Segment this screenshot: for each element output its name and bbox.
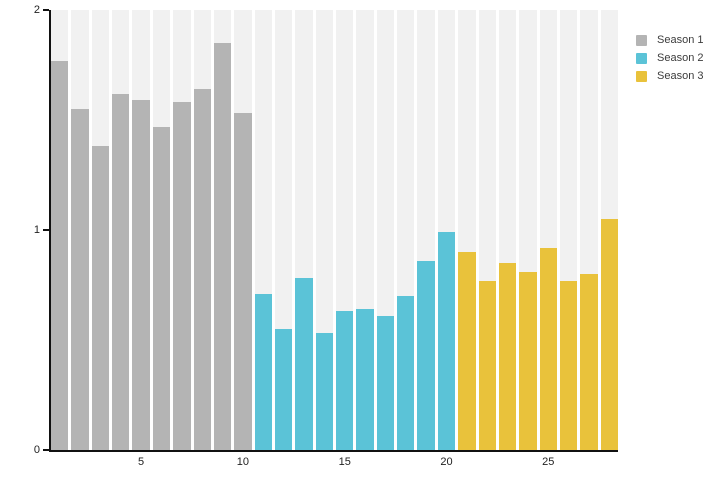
legend-label-season-1: Season 1 bbox=[657, 34, 704, 46]
bar-column bbox=[112, 10, 130, 450]
bar-season-1-x6 bbox=[152, 126, 171, 450]
bar-column bbox=[274, 10, 293, 450]
y-axis-line bbox=[49, 10, 51, 452]
legend-item-season-2: Season 2 bbox=[636, 52, 703, 64]
bar-season-1-x10 bbox=[234, 113, 252, 450]
bar-column bbox=[580, 10, 598, 450]
bar-season-3-x25 bbox=[539, 247, 557, 450]
bar-season-1-x4 bbox=[112, 93, 130, 450]
bar-season-2-x15 bbox=[336, 311, 354, 450]
legend-label-season-3: Season 3 bbox=[657, 70, 704, 82]
bar-column bbox=[315, 10, 334, 450]
bar-season-1-x2 bbox=[71, 109, 89, 450]
bar-column bbox=[51, 10, 69, 450]
bar-season-2-x14 bbox=[315, 333, 334, 450]
x-axis-line bbox=[49, 450, 618, 452]
bar-column bbox=[193, 10, 211, 450]
bar-season-2-x20 bbox=[437, 232, 456, 450]
x-tick-label-10: 10 bbox=[236, 456, 250, 468]
bar-column bbox=[498, 10, 517, 450]
legend-swatch-season-1 bbox=[636, 34, 647, 46]
y-tick-label-0: 0 bbox=[33, 444, 40, 456]
y-tick-mark bbox=[43, 9, 49, 11]
bar-column bbox=[91, 10, 110, 450]
y-tick-label-2: 2 bbox=[33, 4, 40, 16]
bar-season-3-x24 bbox=[519, 271, 537, 450]
bar-column: 25 bbox=[539, 10, 557, 468]
bar-season-2-x16 bbox=[356, 309, 374, 450]
bar-season-2-x19 bbox=[417, 260, 435, 450]
bar-column: 10 bbox=[234, 10, 252, 468]
bar-season-3-x28 bbox=[600, 219, 619, 450]
x-tick-label-5: 5 bbox=[138, 456, 145, 468]
bar-column: 15 bbox=[336, 10, 354, 468]
y-tick-mark bbox=[43, 449, 49, 451]
bar-column bbox=[397, 10, 415, 450]
bar-season-1-x9 bbox=[213, 43, 232, 450]
bar-season-1-x1 bbox=[51, 60, 69, 450]
x-tick-label-25: 25 bbox=[542, 456, 555, 468]
bar-season-2-x18 bbox=[397, 296, 415, 450]
legend: Season 1 Season 2 Season 3 bbox=[636, 34, 703, 88]
bar-column: 5 bbox=[132, 10, 150, 468]
bar-season-3-x21 bbox=[458, 252, 476, 450]
bar-column: 20 bbox=[437, 10, 456, 468]
bar-column bbox=[559, 10, 578, 450]
y-tick-label-1: 1 bbox=[33, 224, 40, 236]
bar-column bbox=[600, 10, 619, 450]
bar-season-2-x11 bbox=[254, 293, 272, 450]
bar-column bbox=[173, 10, 191, 450]
bar-season-1-x3 bbox=[91, 146, 110, 450]
bar-column bbox=[417, 10, 435, 450]
legend-label-season-2: Season 2 bbox=[657, 52, 704, 64]
bar-season-1-x7 bbox=[173, 102, 191, 450]
bar-column bbox=[458, 10, 476, 450]
bar-season-2-x12 bbox=[274, 329, 293, 450]
bar-season-3-x23 bbox=[498, 263, 517, 450]
bar-column bbox=[71, 10, 89, 450]
bar-column bbox=[356, 10, 374, 450]
y-tick-mark bbox=[43, 229, 49, 231]
legend-swatch-season-3 bbox=[636, 70, 647, 82]
bar-season-3-x27 bbox=[580, 274, 598, 450]
legend-item-season-3: Season 3 bbox=[636, 70, 703, 82]
bar-column bbox=[295, 10, 313, 450]
bar-column bbox=[376, 10, 395, 450]
bar-season-1-x8 bbox=[193, 89, 211, 450]
bar-column bbox=[254, 10, 272, 450]
bar-column bbox=[152, 10, 171, 450]
bar-column bbox=[213, 10, 232, 450]
bar-season-2-x17 bbox=[376, 315, 395, 450]
legend-item-season-1: Season 1 bbox=[636, 34, 703, 46]
bar-column bbox=[478, 10, 496, 450]
bar-season-3-x22 bbox=[478, 280, 496, 450]
bar-column bbox=[519, 10, 537, 450]
x-tick-label-15: 15 bbox=[338, 456, 351, 468]
legend-swatch-season-2 bbox=[636, 52, 647, 64]
bar-season-1-x5 bbox=[132, 100, 150, 450]
x-tick-label-20: 20 bbox=[440, 456, 453, 468]
bar-season-2-x13 bbox=[295, 278, 313, 450]
bar-season-3-x26 bbox=[559, 280, 578, 450]
plot-area: 5 10 15 20 25 bbox=[51, 10, 619, 468]
